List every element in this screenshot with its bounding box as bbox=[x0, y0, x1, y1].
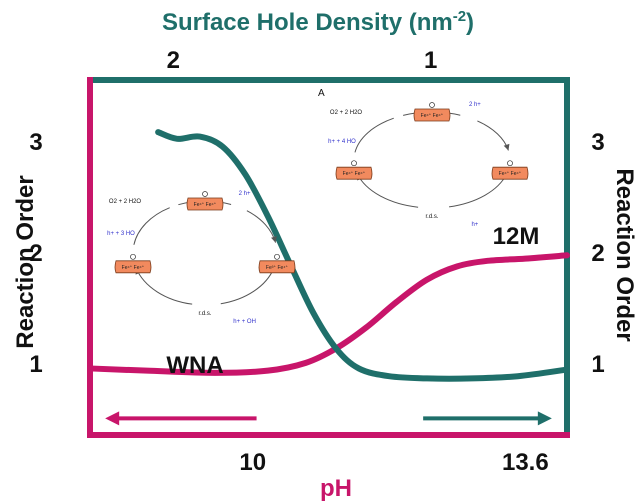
inset-reaction-label: h+ + OH bbox=[233, 319, 256, 325]
bottom-axis-title: pH bbox=[320, 475, 352, 502]
cell-text: Fe⁴⁺ Fe⁴⁺ bbox=[499, 171, 522, 177]
cell-text: Fe⁴⁺ Fe⁴⁺ bbox=[343, 171, 366, 177]
left-tick-label: 3 bbox=[29, 129, 42, 156]
left-tick-label: 1 bbox=[29, 351, 42, 378]
oxygen-atom bbox=[507, 160, 513, 167]
cycle-arc bbox=[477, 120, 509, 151]
left-tick-label: 2 bbox=[29, 240, 42, 267]
series-label-12m: 12M bbox=[493, 223, 540, 250]
oxygen-atom bbox=[130, 253, 136, 260]
electrode-cell bbox=[413, 108, 451, 122]
inset-reaction-label: h+ + 3 HO bbox=[107, 231, 135, 237]
top-axis-title: Surface Hole Density (nm-2) bbox=[162, 8, 474, 36]
inset-reaction-label: O2 + 2 H2O bbox=[109, 199, 142, 205]
inset-reaction-label: h+ + 4 HO bbox=[328, 139, 356, 145]
series-label-wna: WNA bbox=[166, 352, 223, 379]
right-tick-label: 2 bbox=[591, 240, 604, 267]
electrode-cell bbox=[258, 260, 296, 274]
oxygen-atom bbox=[351, 160, 357, 167]
cycle-arc bbox=[220, 268, 275, 305]
oxygen-atom bbox=[274, 253, 280, 260]
oxygen-atom bbox=[429, 102, 435, 108]
bottom-tick-label: 13.6 bbox=[502, 449, 549, 476]
cell-text: Fe³⁺ Fe⁴⁺ bbox=[266, 265, 289, 271]
top-tick-label: 2 bbox=[167, 47, 180, 74]
electrode-cell bbox=[335, 166, 373, 180]
cycle-arrowhead bbox=[271, 236, 277, 243]
cycle-arc bbox=[135, 267, 193, 305]
arrowhead-wna bbox=[105, 411, 120, 426]
cycle-arc bbox=[354, 117, 394, 153]
electrode-cell bbox=[114, 260, 152, 274]
bottom-tick-label: 10 bbox=[239, 449, 266, 476]
electrode-cell bbox=[491, 166, 529, 180]
arrowhead-12m bbox=[537, 411, 552, 426]
cell-text: Fe⁴⁺ Fe⁴⁺ bbox=[122, 265, 145, 271]
top-tick-label: 1 bbox=[424, 47, 437, 74]
cycle-arrowhead bbox=[503, 143, 510, 151]
inset-reaction-label: h+ bbox=[471, 222, 478, 228]
inset-reaction-label: r.d.s. bbox=[425, 214, 438, 220]
inset-panel-label: A bbox=[318, 88, 325, 99]
right-tick-label: 3 bbox=[591, 129, 604, 156]
series-line-12m bbox=[155, 129, 570, 382]
right-axis-title: Reaction Order bbox=[611, 168, 636, 341]
inset-reaction-label: O2 + 2 H2O bbox=[330, 110, 363, 116]
cycle-arc bbox=[133, 207, 170, 245]
cell-text: Fe⁴⁺ Fe⁴⁺ bbox=[194, 202, 217, 208]
series-line-wna bbox=[87, 252, 570, 376]
inset-reaction-label: r.d.s. bbox=[198, 311, 211, 317]
inset-reaction-label: 2 h+ bbox=[469, 102, 481, 108]
cell-text: Fe⁴⁺ Fe⁴⁺ bbox=[421, 113, 444, 119]
right-tick-label: 1 bbox=[591, 351, 604, 378]
oxygen-atom bbox=[202, 191, 208, 197]
left-axis-title: Reaction Order bbox=[12, 175, 39, 348]
electrode-cell bbox=[186, 197, 224, 211]
inset-reaction-label: 2 h+ bbox=[239, 191, 251, 197]
